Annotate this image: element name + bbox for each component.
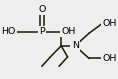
Text: N: N bbox=[72, 41, 79, 50]
Text: OH: OH bbox=[61, 27, 76, 36]
Text: HO: HO bbox=[2, 27, 16, 36]
Text: P: P bbox=[39, 27, 45, 36]
Text: O: O bbox=[38, 5, 45, 14]
Text: OH: OH bbox=[102, 54, 116, 63]
Text: OH: OH bbox=[102, 19, 116, 28]
